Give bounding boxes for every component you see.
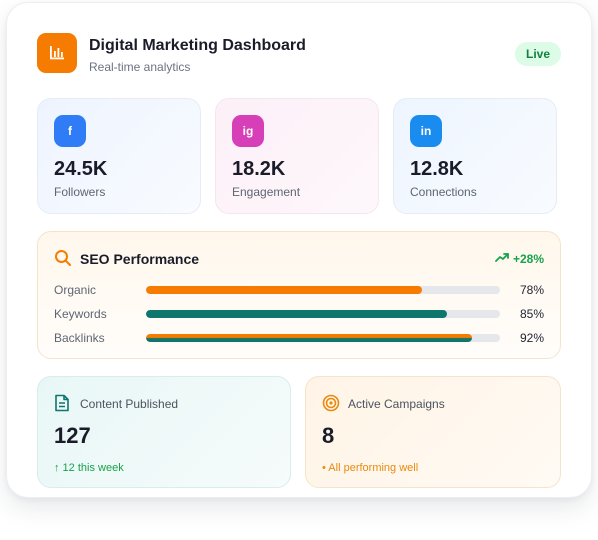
facebook-icon: f: [54, 115, 86, 147]
stat-label: Followers: [54, 185, 106, 199]
page-subtitle: Real-time analytics: [89, 60, 191, 74]
card-note: ↑ 12 this week: [54, 462, 124, 474]
card-title: Active Campaigns: [348, 397, 445, 411]
bar-percent: 85%: [519, 307, 544, 321]
seo-growth-value: +28%: [512, 251, 544, 266]
card-value: 8: [322, 423, 335, 448]
status-badge: Live: [514, 42, 561, 66]
linkedin-stat-card[interactable]: in 12.8K Connections: [393, 98, 557, 214]
document-icon: [54, 394, 70, 417]
card-note: • All performing well: [322, 462, 419, 474]
seo-title: SEO Performance: [80, 251, 200, 267]
stat-value: 24.5K: [54, 158, 108, 180]
card-title: Content Published: [80, 397, 179, 411]
progress-fill: [146, 334, 472, 342]
bar-label: Organic: [54, 283, 97, 297]
bar-percent: 92%: [519, 331, 544, 345]
instagram-stat-card[interactable]: ig 18.2K Engagement: [215, 98, 379, 214]
stat-value: 12.8K: [410, 158, 464, 180]
bar-chart-icon: [37, 33, 77, 73]
progress-track: [146, 286, 500, 294]
progress-fill: [146, 310, 447, 318]
card-value: 127: [54, 423, 91, 448]
bar-label: Backlinks: [54, 331, 105, 345]
progress-fill: [146, 286, 423, 294]
seo-performance-panel: SEO Performance +28% Organic 78% Keyword…: [37, 231, 561, 359]
target-icon: [322, 394, 340, 417]
active-campaigns-card[interactable]: Active Campaigns 8 • All performing well: [305, 376, 561, 488]
dashboard-header: Digital Marketing Dashboard Real-time an…: [37, 33, 561, 77]
bar-label: Keywords: [54, 307, 107, 321]
seo-bar-keywords: Keywords 85%: [54, 306, 544, 322]
trending-up-icon: [495, 251, 509, 266]
bar-percent: 78%: [519, 283, 544, 297]
instagram-icon: ig: [232, 115, 264, 147]
linkedin-icon: in: [410, 115, 442, 147]
progress-track: [146, 310, 500, 318]
page-title: Digital Marketing Dashboard: [89, 37, 306, 54]
seo-bar-backlinks: Backlinks 92%: [54, 330, 544, 346]
seo-bar-organic: Organic 78%: [54, 282, 544, 298]
facebook-stat-card[interactable]: f 24.5K Followers: [37, 98, 201, 214]
dashboard-card: Digital Marketing Dashboard Real-time an…: [6, 2, 592, 498]
stat-label: Connections: [410, 185, 477, 199]
seo-growth: +28%: [495, 251, 544, 266]
content-published-card[interactable]: Content Published 127 ↑ 12 this week: [37, 376, 291, 488]
stat-label: Engagement: [232, 185, 301, 199]
stat-value: 18.2K: [232, 158, 286, 180]
progress-track: [146, 334, 500, 342]
search-icon: [54, 249, 72, 272]
